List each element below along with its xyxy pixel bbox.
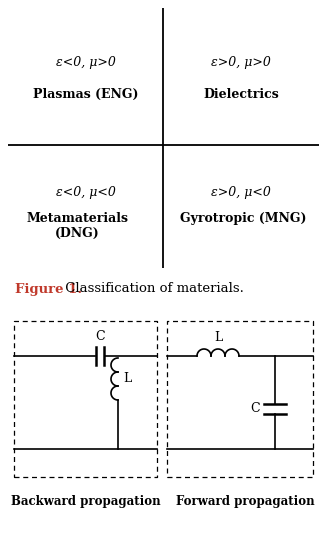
Text: (DNG): (DNG) bbox=[55, 227, 100, 240]
Text: Figure 1.: Figure 1. bbox=[15, 283, 82, 295]
Text: Plasmas (ENG): Plasmas (ENG) bbox=[33, 88, 138, 101]
Text: ε<0, μ>0: ε<0, μ>0 bbox=[56, 56, 115, 69]
Text: L: L bbox=[214, 331, 222, 344]
Text: Dielectrics: Dielectrics bbox=[203, 88, 279, 101]
Text: Metamaterials: Metamaterials bbox=[26, 212, 129, 225]
Text: Gyrotropic (MNG): Gyrotropic (MNG) bbox=[180, 212, 306, 225]
Text: L: L bbox=[123, 373, 131, 385]
Text: C: C bbox=[250, 402, 260, 416]
Text: ε<0, μ<0: ε<0, μ<0 bbox=[56, 186, 115, 199]
Text: Classification of materials.: Classification of materials. bbox=[61, 283, 244, 295]
Text: Backward propagation: Backward propagation bbox=[11, 495, 160, 507]
Text: ε>0, μ<0: ε>0, μ<0 bbox=[211, 186, 271, 199]
Text: C: C bbox=[95, 330, 105, 343]
Text: Forward propagation: Forward propagation bbox=[176, 495, 314, 507]
Text: ε>0, μ>0: ε>0, μ>0 bbox=[211, 56, 271, 69]
